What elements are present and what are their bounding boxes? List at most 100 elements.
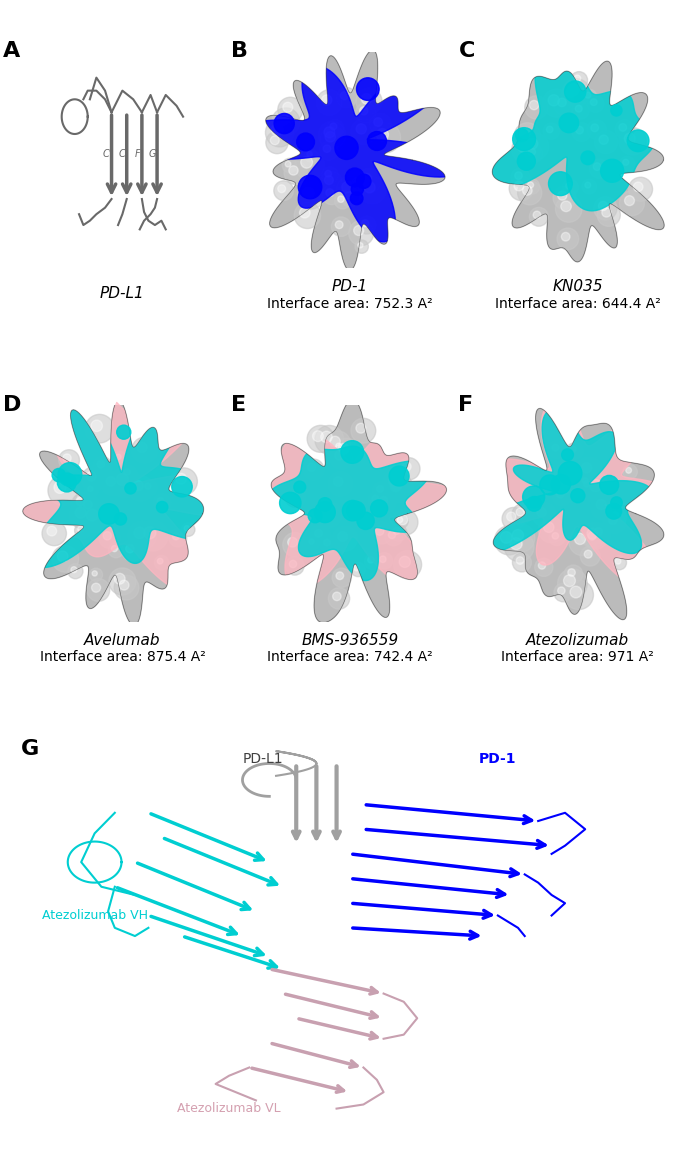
Circle shape: [372, 496, 379, 502]
Circle shape: [284, 161, 307, 184]
Circle shape: [569, 528, 597, 556]
Circle shape: [623, 159, 629, 165]
Circle shape: [620, 190, 645, 216]
Circle shape: [92, 571, 97, 576]
Circle shape: [383, 469, 411, 497]
Circle shape: [58, 462, 82, 487]
Circle shape: [170, 468, 197, 495]
Circle shape: [584, 550, 592, 558]
Circle shape: [554, 462, 582, 490]
Circle shape: [535, 558, 553, 576]
Circle shape: [117, 425, 131, 439]
Circle shape: [627, 130, 649, 152]
Circle shape: [377, 552, 393, 570]
Circle shape: [582, 477, 588, 483]
Circle shape: [114, 575, 139, 600]
Circle shape: [570, 71, 587, 89]
Circle shape: [517, 141, 529, 152]
Circle shape: [172, 476, 193, 497]
Circle shape: [568, 84, 579, 96]
Circle shape: [329, 472, 352, 496]
Circle shape: [298, 182, 324, 209]
Circle shape: [538, 562, 545, 570]
Circle shape: [514, 122, 540, 149]
Circle shape: [351, 563, 365, 576]
Circle shape: [514, 181, 524, 191]
Circle shape: [548, 95, 559, 106]
Text: KN035: KN035: [552, 279, 603, 294]
Circle shape: [393, 551, 421, 579]
Circle shape: [517, 181, 542, 205]
Circle shape: [351, 419, 376, 443]
Circle shape: [301, 157, 313, 168]
Circle shape: [516, 557, 524, 564]
Circle shape: [514, 172, 522, 180]
Circle shape: [602, 208, 611, 217]
Circle shape: [316, 90, 342, 115]
Circle shape: [346, 502, 365, 520]
Circle shape: [610, 497, 622, 508]
Circle shape: [294, 202, 321, 228]
Circle shape: [76, 497, 85, 506]
Circle shape: [154, 495, 170, 511]
Circle shape: [365, 553, 381, 570]
Circle shape: [580, 477, 596, 493]
Circle shape: [590, 523, 610, 543]
Circle shape: [510, 537, 522, 550]
Circle shape: [561, 84, 584, 106]
Circle shape: [85, 484, 98, 497]
Circle shape: [391, 481, 401, 491]
Circle shape: [572, 122, 591, 142]
Circle shape: [619, 128, 646, 155]
Text: PD-1: PD-1: [332, 279, 368, 294]
Circle shape: [138, 521, 168, 551]
Circle shape: [145, 483, 150, 489]
Circle shape: [59, 450, 80, 470]
Circle shape: [574, 75, 581, 82]
Circle shape: [507, 512, 516, 521]
Circle shape: [553, 478, 578, 503]
Circle shape: [587, 528, 598, 538]
Circle shape: [294, 481, 306, 493]
Circle shape: [289, 166, 298, 175]
Circle shape: [612, 556, 626, 570]
Circle shape: [297, 133, 314, 151]
Circle shape: [364, 182, 375, 193]
Circle shape: [84, 500, 92, 508]
Circle shape: [557, 228, 579, 250]
Circle shape: [72, 493, 93, 514]
Circle shape: [528, 148, 536, 156]
Circle shape: [519, 128, 530, 138]
Circle shape: [580, 475, 594, 489]
Circle shape: [600, 475, 619, 495]
Circle shape: [558, 483, 568, 492]
Circle shape: [564, 574, 575, 587]
Circle shape: [575, 105, 582, 112]
Circle shape: [345, 168, 364, 187]
Circle shape: [512, 504, 532, 523]
Circle shape: [532, 503, 556, 526]
Circle shape: [553, 487, 571, 505]
Circle shape: [134, 527, 146, 538]
Circle shape: [587, 120, 606, 140]
Circle shape: [377, 485, 384, 492]
Circle shape: [533, 211, 540, 219]
Circle shape: [92, 583, 101, 593]
Circle shape: [543, 123, 559, 140]
Circle shape: [324, 127, 335, 137]
Circle shape: [335, 193, 351, 209]
Circle shape: [320, 506, 330, 518]
Circle shape: [356, 123, 366, 134]
Circle shape: [330, 436, 340, 446]
Circle shape: [558, 568, 587, 598]
Circle shape: [117, 474, 128, 485]
Circle shape: [397, 517, 402, 522]
Circle shape: [398, 514, 407, 525]
Circle shape: [589, 159, 609, 179]
Circle shape: [114, 513, 127, 525]
Text: Atezolizumab: Atezolizumab: [526, 633, 629, 648]
Circle shape: [340, 91, 349, 99]
Circle shape: [52, 468, 65, 482]
Circle shape: [116, 454, 121, 460]
Circle shape: [307, 464, 316, 472]
